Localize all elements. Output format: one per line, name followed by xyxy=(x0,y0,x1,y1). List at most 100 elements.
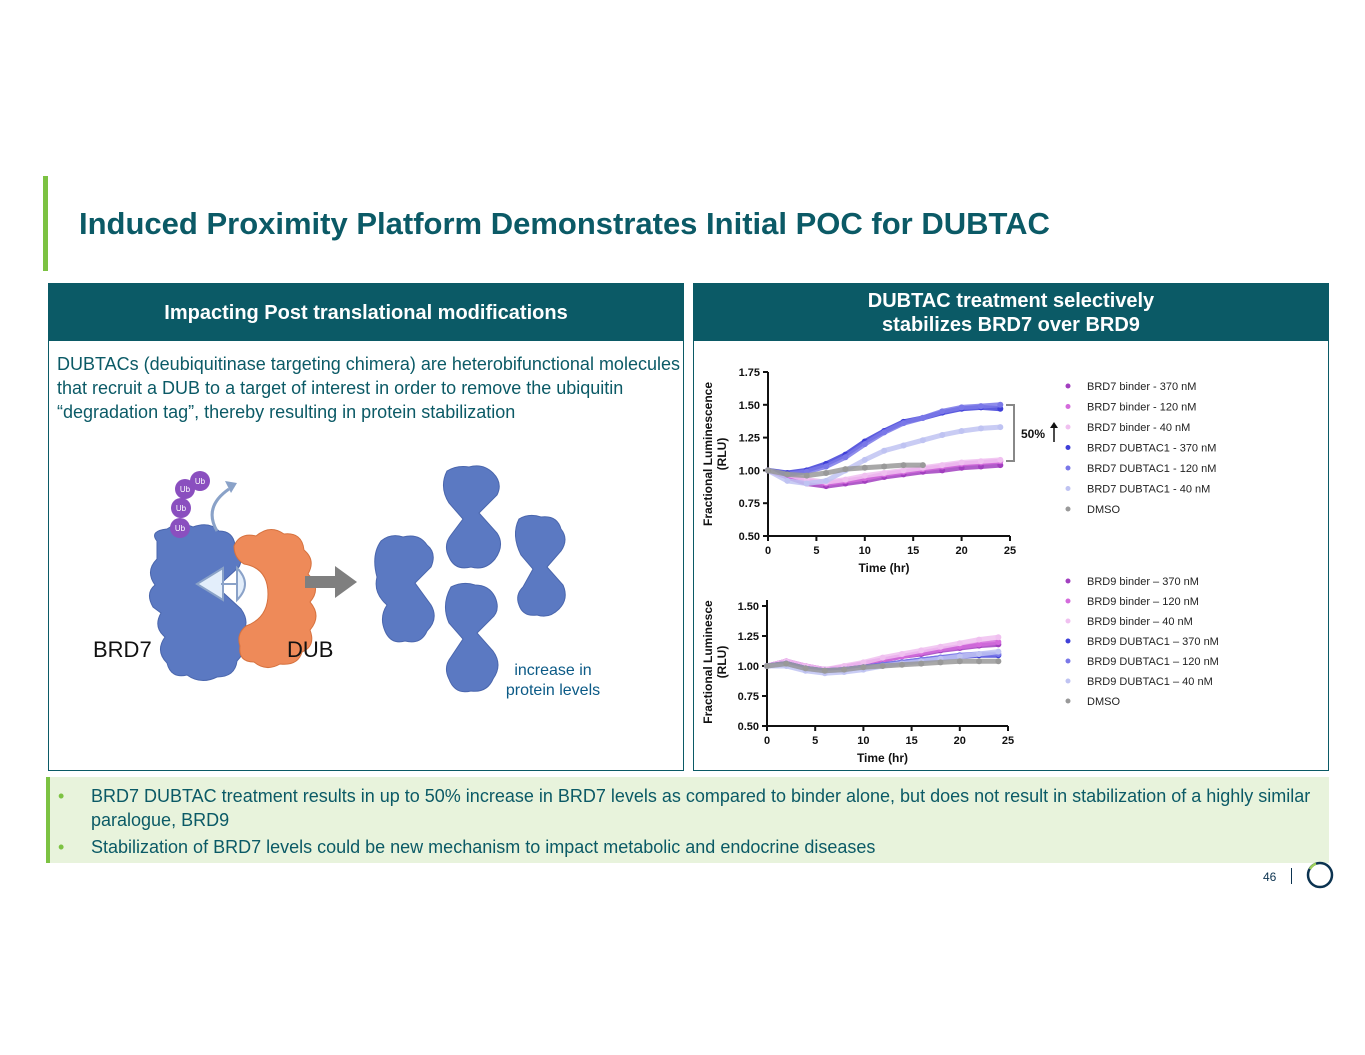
title-accent-bar xyxy=(43,176,48,271)
data-point xyxy=(919,462,926,469)
data-point xyxy=(861,456,868,463)
data-point xyxy=(860,659,867,666)
data-point xyxy=(784,477,791,484)
legend-label: BRD7 binder - 40 nM xyxy=(1087,422,1190,434)
x-tick-label: 5 xyxy=(813,545,819,557)
data-point xyxy=(937,659,944,666)
legend-label: BRD9 DUBTAC1 – 120 nM xyxy=(1087,656,1219,668)
data-point xyxy=(900,420,907,427)
data-point xyxy=(900,442,907,449)
legend-marker xyxy=(1065,424,1071,430)
brd7-label: BRD7 xyxy=(93,637,152,662)
legend-label: BRD9 DUBTAC1 – 40 nM xyxy=(1087,676,1213,688)
result-label-line2: protein levels xyxy=(506,682,600,699)
legend-label: BRD7 DUBTAC1 - 120 nM xyxy=(1087,463,1216,475)
result-label-line1: increase in xyxy=(514,662,591,679)
right-header-line2: stabilizes BRD7 over BRD9 xyxy=(882,313,1140,336)
company-logo-icon xyxy=(1306,861,1334,889)
y-axis-label: Fractional Luminesce xyxy=(701,600,715,724)
x-tick-label: 15 xyxy=(907,545,919,557)
data-point xyxy=(784,471,791,478)
data-point xyxy=(997,424,1004,431)
data-point xyxy=(900,467,907,474)
x-tick-label: 20 xyxy=(955,545,967,557)
left-panel: Impacting Post translational modificatio… xyxy=(48,283,684,771)
data-point xyxy=(976,641,983,648)
y-axis-label: (RLU) xyxy=(715,646,729,679)
data-point xyxy=(861,472,868,479)
data-point xyxy=(995,634,1002,641)
svg-text:Ub: Ub xyxy=(195,477,206,486)
bullets-accent-bar xyxy=(46,777,50,863)
dubtac-mechanism-illustration: Ub Ub Ub Ub BRD7 DUB increase in protein… xyxy=(93,465,600,699)
svg-text:Ub: Ub xyxy=(175,524,186,533)
x-tick-label: 0 xyxy=(764,735,770,747)
legend-marker xyxy=(1065,506,1071,512)
left-panel-header: Impacting Post translational modificatio… xyxy=(49,284,683,341)
data-point xyxy=(997,401,1004,408)
legend-marker xyxy=(1065,383,1071,389)
data-point xyxy=(995,658,1002,665)
y-tick-label: 1.50 xyxy=(738,601,759,613)
annotation-bracket xyxy=(1006,404,1015,462)
data-point xyxy=(803,480,810,487)
x-tick-label: 15 xyxy=(905,735,917,747)
legend-label: BRD9 binder – 40 nM xyxy=(1087,616,1193,628)
x-axis-label: Time (hr) xyxy=(857,751,908,765)
y-tick-label: 1.00 xyxy=(739,465,760,477)
data-point xyxy=(881,463,888,470)
legend-label: BRD9 binder – 120 nM xyxy=(1087,596,1199,608)
x-tick-label: 0 xyxy=(765,545,771,557)
dub-label: DUB xyxy=(287,637,333,662)
right-arrow-icon xyxy=(305,566,357,598)
data-point xyxy=(958,428,965,435)
legend-label: BRD7 DUBTAC1 - 370 nM xyxy=(1087,443,1216,455)
data-point xyxy=(841,666,848,673)
legend-marker xyxy=(1065,698,1071,704)
right-panel-header: DUBTAC treatment selectively stabilizes B… xyxy=(694,284,1328,341)
description-text: DUBTACs (deubiquitinase targeting chimer… xyxy=(57,354,680,422)
data-point xyxy=(918,660,925,667)
right-header-line1: DUBTAC treatment selectively xyxy=(867,289,1155,312)
data-point xyxy=(958,459,965,466)
data-point xyxy=(803,472,810,479)
page-title: Induced Proximity Platform Demonstrates … xyxy=(79,206,1050,241)
data-point xyxy=(977,458,984,465)
data-point xyxy=(821,667,828,674)
data-point xyxy=(995,648,1002,655)
data-point xyxy=(860,664,867,671)
page-number: 46 xyxy=(1263,870,1277,884)
y-tick-label: 0.50 xyxy=(738,721,759,733)
data-point xyxy=(881,429,888,436)
charts-area: 0 5 10 15 20 25 0.50 0.75 1.00 1.25 1.50 1.75 Time (… xyxy=(701,367,1219,765)
y-tick-label: 1.50 xyxy=(739,400,760,412)
data-point xyxy=(879,654,886,661)
y-axis-label: Fractional Luminescence xyxy=(701,382,715,526)
y-tick-label: 1.25 xyxy=(738,631,759,643)
annotation-label: 50% xyxy=(1021,427,1045,441)
data-point xyxy=(823,477,830,484)
brd7-protein-shape xyxy=(149,523,247,681)
data-point xyxy=(823,470,830,477)
data-point xyxy=(976,636,983,643)
x-tick-label: 25 xyxy=(1002,735,1014,747)
data-point xyxy=(918,647,925,654)
x-tick-label: 10 xyxy=(857,735,869,747)
data-point xyxy=(958,404,965,411)
legend-label: BRD9 binder – 370 nM xyxy=(1087,576,1199,588)
legend-marker xyxy=(1065,445,1071,450)
data-point xyxy=(956,640,963,647)
legend-marker xyxy=(1065,658,1071,664)
legend-label: BRD9 DUBTAC1 – 370 nM xyxy=(1087,636,1219,648)
data-point xyxy=(861,464,868,471)
bullet-item: • Stabilization of BRD7 levels could be n… xyxy=(58,837,876,857)
y-axis-label: (RLU) xyxy=(715,438,729,471)
legend-marker xyxy=(1065,618,1071,624)
data-point xyxy=(842,454,849,461)
summary-bullets: • BRD7 DUBTAC treatment results in up to … xyxy=(46,777,1329,863)
legend-marker xyxy=(1065,638,1071,644)
legend-label: BRD7 binder - 120 nM xyxy=(1087,402,1196,414)
data-point xyxy=(823,463,830,470)
up-arrow-head xyxy=(1050,422,1058,428)
legend-marker xyxy=(1065,678,1071,684)
